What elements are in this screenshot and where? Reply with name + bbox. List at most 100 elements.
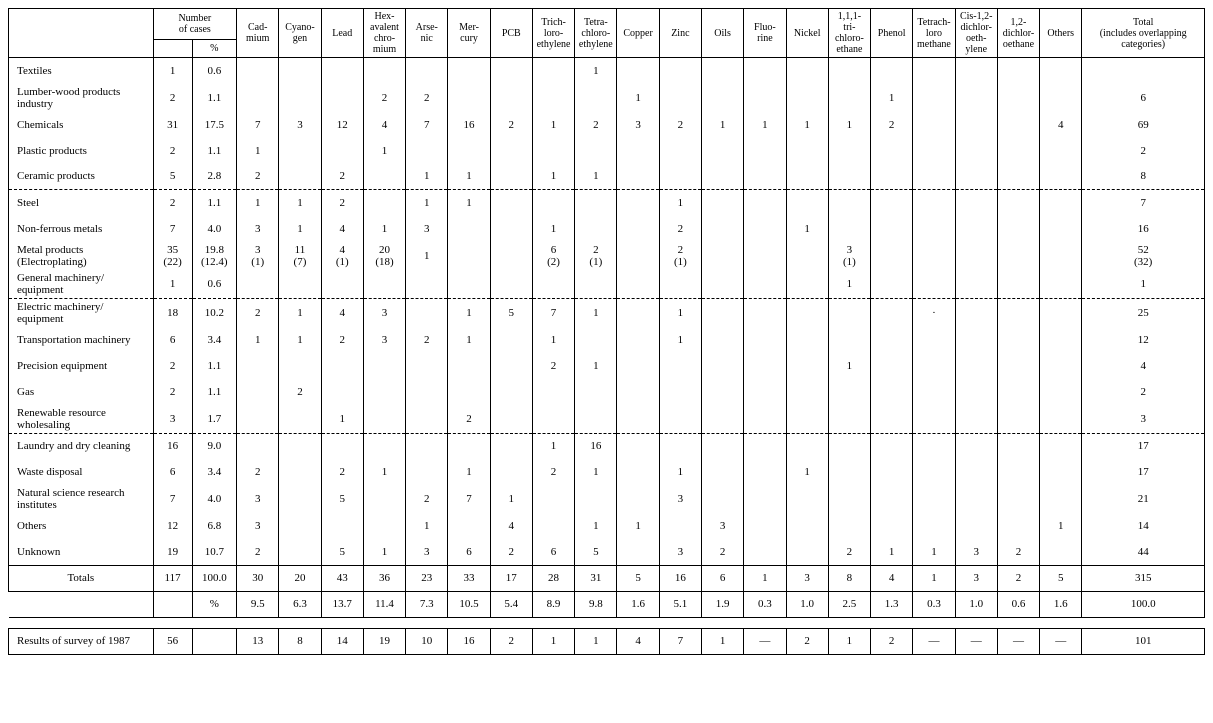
table-cell — [532, 270, 574, 299]
table-cell: 2 — [237, 298, 279, 327]
table-cell: 6 — [532, 539, 574, 565]
col-cis12: Cis-1,2-dichlor-oeth-ylene — [955, 9, 997, 58]
table-cell: 17.5 — [192, 112, 237, 138]
col-tetrachm: Tetrach-loromethane — [913, 9, 955, 58]
table-cell — [997, 112, 1039, 138]
table-cell — [828, 513, 870, 539]
table-cell — [828, 433, 870, 459]
table-cell: — — [997, 628, 1039, 654]
table-cell — [617, 190, 659, 216]
table-cell — [1040, 405, 1082, 434]
table-cell: 9.8 — [575, 591, 617, 617]
table-cell — [448, 84, 490, 112]
table-cell: 44 — [1082, 539, 1205, 565]
table-cell — [744, 353, 786, 379]
table-cell — [997, 242, 1039, 270]
col-pcb: PCB — [490, 9, 532, 58]
table-cell — [532, 485, 574, 513]
table-cell: 1 — [448, 298, 490, 327]
table-cell — [659, 513, 701, 539]
table-row: Plastic products21.1112 — [9, 138, 1205, 164]
table-cell: 117 — [153, 565, 192, 591]
table-cell — [490, 190, 532, 216]
table-cell: 4(1) — [321, 242, 363, 270]
table-cell: 2 — [153, 353, 192, 379]
table-cell: 9.0 — [192, 433, 237, 459]
table-cell — [532, 58, 574, 84]
table-cell: 4 — [321, 298, 363, 327]
table-cell: 2 — [997, 539, 1039, 565]
table-row: Gas21.122 — [9, 379, 1205, 405]
table-cell: 1 — [913, 565, 955, 591]
table-cell: 1 — [448, 459, 490, 485]
table-cell: 12 — [321, 112, 363, 138]
table-cell — [363, 485, 405, 513]
table-cell: 1 — [532, 628, 574, 654]
table-cell — [997, 138, 1039, 164]
table-cell — [321, 353, 363, 379]
col-arsenic: Arse-nic — [406, 9, 448, 58]
table-cell: 1.7 — [192, 405, 237, 434]
table-cell: 2 — [321, 190, 363, 216]
table-cell — [828, 379, 870, 405]
table-cell: 3 — [955, 539, 997, 565]
table-cell — [744, 242, 786, 270]
table-cell — [786, 513, 828, 539]
table-cell: 2 — [153, 190, 192, 216]
table-cell: 1 — [153, 58, 192, 84]
table-cell — [786, 433, 828, 459]
table-cell — [575, 84, 617, 112]
table-cell: 2 — [153, 84, 192, 112]
table-cell — [448, 379, 490, 405]
table-cell — [406, 138, 448, 164]
table-cell: 2 — [153, 138, 192, 164]
table-cell: 18 — [153, 298, 192, 327]
table-cell: 33 — [448, 565, 490, 591]
table-cell — [871, 242, 913, 270]
col-phenol: Phenol — [871, 9, 913, 58]
table-cell — [744, 485, 786, 513]
table-cell: 8.9 — [532, 591, 574, 617]
table-cell — [1040, 270, 1082, 299]
table-cell — [279, 459, 321, 485]
table-cell — [279, 138, 321, 164]
table-cell: 10.5 — [448, 591, 490, 617]
table-cell: 2 — [406, 84, 448, 112]
table-cell — [237, 58, 279, 84]
table-cell — [532, 405, 574, 434]
table-cell — [955, 513, 997, 539]
table-cell — [575, 485, 617, 513]
table-cell: 3 — [701, 513, 743, 539]
table-cell: 3 — [237, 485, 279, 513]
table-cell — [744, 164, 786, 190]
table-cell: 1.1 — [192, 190, 237, 216]
table-cell: 1 — [237, 138, 279, 164]
table-cell — [744, 270, 786, 299]
col-pct: % — [192, 39, 237, 57]
table-cell: Ceramic products — [9, 164, 154, 190]
table-cell: 5.4 — [490, 591, 532, 617]
table-cell — [913, 513, 955, 539]
table-cell — [701, 242, 743, 270]
table-cell — [490, 84, 532, 112]
table-cell: 19.8(12.4) — [192, 242, 237, 270]
table-cell — [744, 216, 786, 242]
table-cell — [575, 379, 617, 405]
table-cell — [744, 433, 786, 459]
table-cell — [1040, 164, 1082, 190]
table-cell — [406, 353, 448, 379]
table-cell — [786, 353, 828, 379]
table-cell — [913, 84, 955, 112]
table-cell: 1 — [786, 112, 828, 138]
table-cell: Precision equipment — [9, 353, 154, 379]
table-cell — [575, 190, 617, 216]
table-cell — [617, 164, 659, 190]
table-cell: 4 — [617, 628, 659, 654]
table-cell: 4 — [1082, 353, 1205, 379]
table-cell — [237, 353, 279, 379]
table-cell: 2 — [448, 405, 490, 434]
table-cell: 2 — [871, 112, 913, 138]
table-cell — [279, 164, 321, 190]
table-cell: 2 — [321, 459, 363, 485]
table-row: Waste disposal63.42211211117 — [9, 459, 1205, 485]
